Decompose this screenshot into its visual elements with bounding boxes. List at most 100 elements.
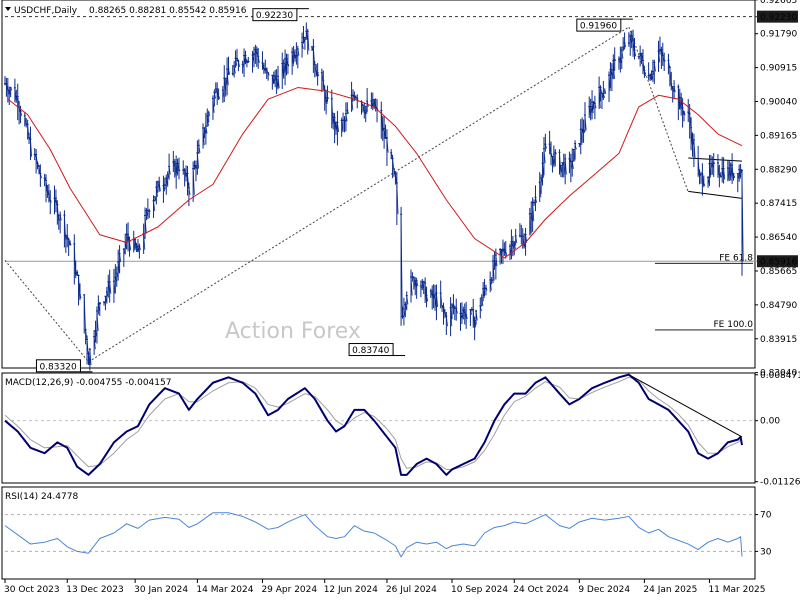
candle xyxy=(542,137,546,176)
candle xyxy=(511,236,515,257)
candle-body xyxy=(238,61,240,67)
candle xyxy=(647,62,650,80)
candle xyxy=(316,63,320,86)
price-axis-label: 0.89165 xyxy=(760,131,797,141)
candle xyxy=(186,166,190,196)
candle-body xyxy=(396,183,399,215)
candle xyxy=(148,208,151,219)
candle xyxy=(393,167,396,177)
candle xyxy=(569,153,573,183)
candle-body xyxy=(703,183,706,186)
candle xyxy=(152,195,156,218)
candle xyxy=(88,348,92,371)
candle-body xyxy=(495,254,498,267)
candle-body xyxy=(202,127,205,146)
candle xyxy=(538,172,542,203)
candle xyxy=(632,29,635,57)
channel-lower xyxy=(688,190,743,199)
macd-axis-label: 0.008471 xyxy=(760,371,800,381)
candle-body xyxy=(604,90,607,94)
date-axis-label: 13 Dec 2023 xyxy=(66,585,124,595)
candle xyxy=(302,25,306,44)
axis-layer: 0.92665 0.91790 0.90915 0.90040 0.89165 0.882… xyxy=(4,0,800,595)
candle xyxy=(115,266,119,287)
candle-body xyxy=(196,152,199,169)
candle xyxy=(421,278,424,291)
candle xyxy=(405,291,409,311)
candle xyxy=(93,329,96,355)
candle xyxy=(182,160,185,175)
candle xyxy=(554,149,557,167)
candle-body xyxy=(445,315,448,327)
candle xyxy=(435,284,439,321)
candle-body xyxy=(317,72,320,77)
candle-body xyxy=(49,200,52,203)
candle xyxy=(98,302,102,317)
candle xyxy=(83,294,86,334)
candle xyxy=(122,248,126,267)
candle xyxy=(94,320,98,343)
candle-body xyxy=(153,200,156,212)
candle-body xyxy=(93,336,96,350)
candle xyxy=(16,83,20,121)
candle xyxy=(482,282,485,302)
candle xyxy=(562,153,566,178)
dropdown-arrow-icon[interactable] xyxy=(5,7,11,11)
candle xyxy=(722,157,726,184)
price-panel xyxy=(1,0,756,369)
candle xyxy=(721,156,724,183)
candle xyxy=(412,276,416,290)
moving-average-line xyxy=(7,87,743,259)
candle xyxy=(431,285,434,310)
candle xyxy=(49,190,52,215)
candle-body xyxy=(400,214,403,317)
candle xyxy=(513,240,516,256)
price-layer: 0.92230 0.83320 0.83740 0.91960 FE 61.8 FE 10… xyxy=(4,8,757,373)
candle xyxy=(622,37,625,52)
candle xyxy=(702,175,706,188)
candle xyxy=(514,228,518,246)
candle xyxy=(588,96,591,119)
candle xyxy=(534,185,538,212)
candle xyxy=(640,52,644,65)
candle xyxy=(221,86,225,103)
candle xyxy=(687,99,690,123)
date-axis-label: 30 Oct 2023 xyxy=(4,585,60,595)
date-axis-label: 9 Dec 2024 xyxy=(578,585,630,595)
candle-body xyxy=(600,87,603,94)
candle xyxy=(409,269,413,303)
candle-body xyxy=(554,152,557,155)
price-axis-label: 0.86540 xyxy=(760,233,797,243)
candle-body xyxy=(440,293,443,306)
candle xyxy=(295,42,298,65)
swing-label-box xyxy=(35,359,81,373)
candle xyxy=(699,171,703,184)
swing-label: 0.92230 xyxy=(256,11,293,21)
candle xyxy=(73,234,76,285)
candle-body xyxy=(206,115,209,127)
candle xyxy=(204,112,208,145)
candle xyxy=(660,46,663,69)
candle-body xyxy=(192,168,195,195)
candle-body xyxy=(143,233,146,250)
candle-body xyxy=(218,96,221,99)
candle xyxy=(235,48,239,62)
candle xyxy=(13,78,17,103)
candle xyxy=(97,295,100,315)
price-axis-label: 0.87415 xyxy=(760,199,797,209)
macd-title: MACD(12,26,9) -0.004755 -0.004157 xyxy=(5,378,171,388)
candle xyxy=(439,280,443,309)
candle xyxy=(677,84,680,121)
candle xyxy=(216,82,219,105)
candle xyxy=(192,161,195,202)
candle-body xyxy=(542,163,545,178)
candle-body xyxy=(416,280,419,287)
candle xyxy=(132,230,136,253)
candle xyxy=(53,185,57,215)
candle xyxy=(86,335,89,365)
candle xyxy=(29,126,33,161)
candle xyxy=(469,309,472,326)
candle xyxy=(520,224,523,245)
candle xyxy=(643,65,646,78)
